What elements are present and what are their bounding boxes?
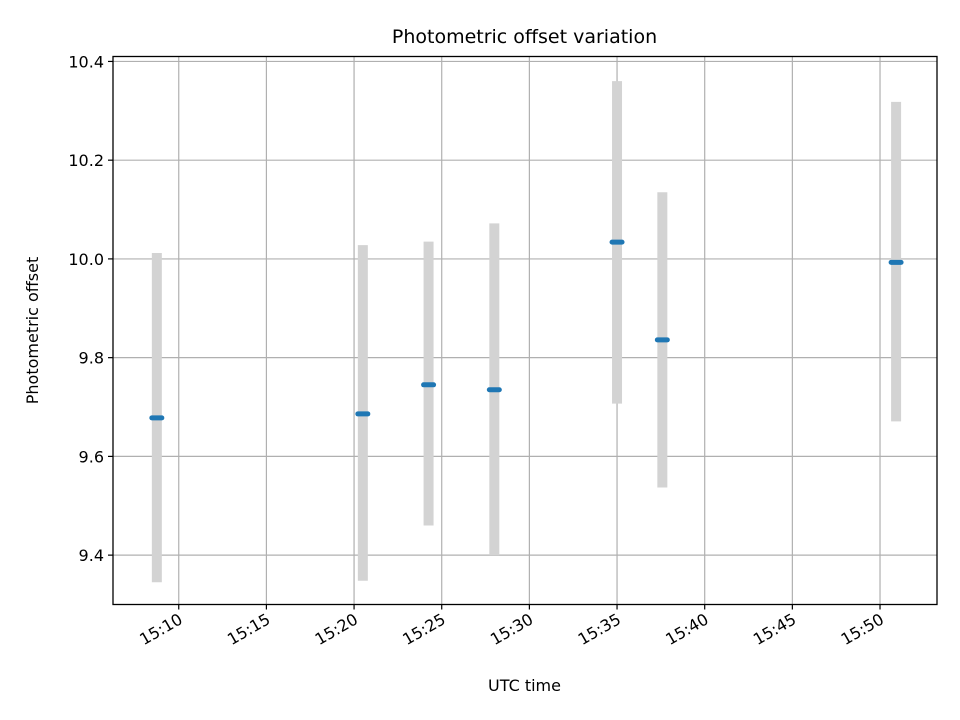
x-tick-label: 15:20 xyxy=(312,610,361,650)
x-tick-label: 15:15 xyxy=(224,610,273,650)
y-tick-label: 10.2 xyxy=(68,151,104,170)
y-axis: 9.4 9.6 9.8 10.0 10.2 10.4 xyxy=(68,52,113,565)
x-tick-label: 15:40 xyxy=(662,610,711,650)
error-bars xyxy=(151,81,902,583)
y-tick-label: 10.4 xyxy=(68,52,104,71)
y-tick-label: 9.8 xyxy=(79,349,104,368)
x-axis-label: UTC time xyxy=(488,676,561,695)
y-tick-label: 9.6 xyxy=(79,447,104,466)
data-points xyxy=(149,239,904,421)
chart-title: Photometric offset variation xyxy=(392,26,657,48)
grid xyxy=(113,56,937,605)
x-tick-label: 15:45 xyxy=(750,610,799,650)
x-tick-label: 15:30 xyxy=(487,610,536,650)
x-tick-label: 15:25 xyxy=(399,610,448,650)
y-axis-label: Photometric offset xyxy=(23,257,42,405)
x-tick-label: 15:50 xyxy=(838,610,887,650)
x-tick-label: 15:10 xyxy=(136,610,185,650)
x-axis: 15:10 15:15 15:20 15:25 15:30 15:35 15:40 15:45… xyxy=(136,604,887,650)
y-tick-label: 10.0 xyxy=(68,250,104,269)
y-tick-label: 9.4 xyxy=(79,546,104,565)
plot-frame xyxy=(112,55,938,606)
x-tick-label: 15:35 xyxy=(575,610,624,650)
